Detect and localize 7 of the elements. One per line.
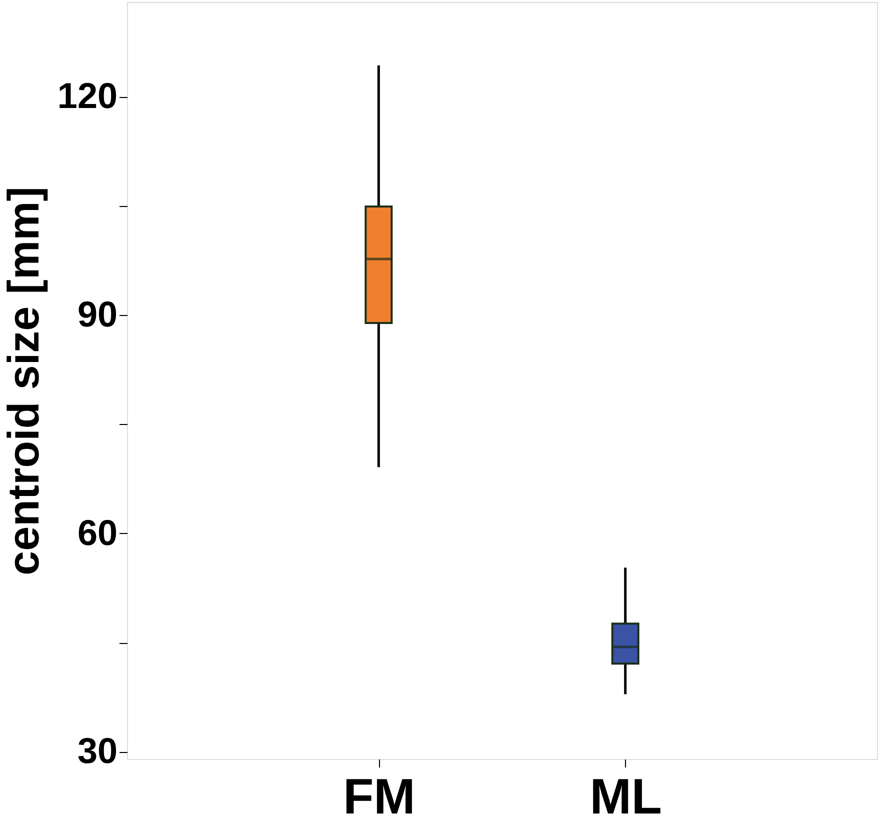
y-axis-title: centroid size [mm] bbox=[0, 186, 48, 576]
x-tick-label: FM bbox=[343, 768, 416, 824]
y-tick-label: 120 bbox=[57, 75, 118, 116]
y-tick-label: 60 bbox=[77, 512, 118, 553]
y-tick-label: 30 bbox=[77, 730, 118, 772]
y-tick-label: 90 bbox=[77, 293, 118, 334]
x-tick-label: ML bbox=[590, 768, 662, 824]
